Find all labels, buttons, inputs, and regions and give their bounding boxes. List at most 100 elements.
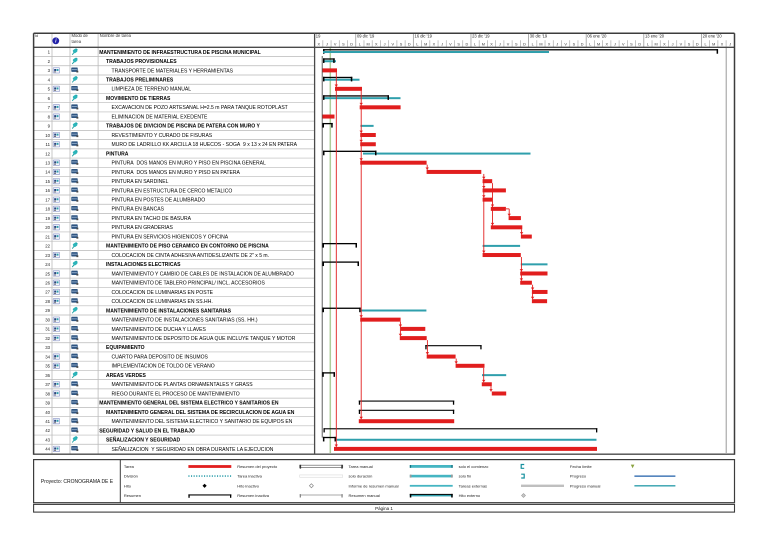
svg-text:7: 7	[48, 105, 51, 110]
svg-text:COLOCACION DE LUMINARIAS EN SS: COLOCACION DE LUMINARIAS EN SS.HH.	[112, 299, 213, 305]
svg-text:9: 9	[48, 124, 51, 129]
svg-text:PINTURA DOS MANOS EN MURO Y P: PINTURA DOS MANOS EN MURO Y PISO EN PATE…	[112, 170, 241, 176]
svg-text:14: 14	[45, 170, 50, 175]
svg-text:PINTURA EN TACHO DE BASURA: PINTURA EN TACHO DE BASURA	[112, 216, 192, 222]
svg-text:44: 44	[45, 447, 50, 452]
svg-text:COLOCACION DE CINTA ADHESIVA A: COLOCACION DE CINTA ADHESIVA ANTIDESLIZA…	[112, 253, 270, 259]
svg-text:INSTALACIONES ELECTRICAS: INSTALACIONES ELECTRICAS	[106, 262, 181, 268]
svg-text:Progreso: Progreso	[570, 474, 587, 479]
svg-text:J: J	[326, 43, 328, 47]
svg-text:Hito externo: Hito externo	[459, 493, 481, 498]
svg-text:X: X	[605, 43, 608, 47]
svg-text:MANTENIMIENTO Y CAMBIO DE CABL: MANTENIMIENTO Y CAMBIO DE CABLES DE INST…	[112, 271, 295, 277]
svg-text:MANTENIMIENTO DEL SISTEMA ELEC: MANTENIMIENTO DEL SISTEMA ELECTRICO Y SA…	[112, 419, 293, 425]
svg-text:24: 24	[45, 262, 50, 267]
svg-text:L: L	[647, 43, 649, 47]
svg-text:EXCAVACION DE POZO ARTESANAL H: EXCAVACION DE POZO ARTESANAL H=2.5 m PAR…	[112, 105, 288, 111]
svg-text:D: D	[465, 43, 468, 47]
svg-text:17: 17	[45, 197, 50, 202]
svg-text:solo fin: solo fin	[459, 474, 472, 479]
svg-text:23: 23	[45, 253, 50, 258]
svg-text:L: L	[532, 43, 534, 47]
svg-text:PINTURA EN BANCAS: PINTURA EN BANCAS	[112, 207, 165, 213]
svg-text:MANTENIMIENTO DE TABLERO PRINC: MANTENIMIENTO DE TABLERO PRINCIPAL/ INCL…	[112, 281, 266, 287]
svg-text:PINTURA: PINTURA	[106, 151, 129, 157]
svg-text:V: V	[392, 43, 395, 47]
svg-text:X: X	[721, 43, 724, 47]
svg-text:19: 19	[45, 216, 50, 221]
svg-text:S: S	[573, 43, 576, 47]
svg-text:PINTURA EN SARDINEL: PINTURA EN SARDINEL	[112, 179, 169, 185]
svg-text:31: 31	[45, 327, 50, 332]
svg-text:32: 32	[45, 336, 50, 341]
svg-text:SEGURIDAD Y SALUD EN EL TRABAJ: SEGURIDAD Y SALUD EN EL TRABAJO	[99, 428, 195, 434]
svg-text:V: V	[507, 43, 510, 47]
svg-text:Hito: Hito	[124, 483, 132, 488]
svg-text:MURO DE LADRILLO KK ARCILLA 18: MURO DE LADRILLO KK ARCILLA 18 HUECOS - …	[112, 142, 298, 148]
svg-text:5: 5	[48, 87, 51, 92]
svg-text:IMPLEMENTACION DE TOLDO DE VER: IMPLEMENTACION DE TOLDO DE VERANO	[112, 364, 215, 370]
svg-text:X: X	[548, 43, 551, 47]
svg-text:RIEGO DURANTE EL PROCESO DE MA: RIEGO DURANTE EL PROCESO DE MANTENIMIENT…	[112, 391, 240, 397]
svg-text:38: 38	[45, 391, 50, 396]
svg-text:MANTENIMIENTO DE INFRAESTRUCTU: MANTENIMIENTO DE INFRAESTRUCTURA DE PISC…	[99, 50, 261, 56]
svg-text:S: S	[400, 43, 403, 47]
svg-text:J: J	[556, 43, 558, 47]
svg-text:X: X	[375, 43, 378, 47]
svg-text:X: X	[490, 43, 493, 47]
svg-text:PINTURA EN ESTRUCTURA DE CERCO: PINTURA EN ESTRUCTURA DE CERCO METALICO	[112, 188, 233, 194]
svg-text:09 dic '19: 09 dic '19	[357, 34, 375, 39]
svg-text:División: División	[124, 474, 138, 479]
svg-text:41: 41	[45, 419, 50, 424]
svg-text:39: 39	[45, 401, 50, 406]
svg-text:3: 3	[48, 68, 51, 73]
svg-text:L: L	[589, 43, 591, 47]
svg-text:Progreso manual: Progreso manual	[570, 483, 601, 488]
svg-text:43: 43	[45, 437, 50, 442]
svg-text:S: S	[457, 43, 460, 47]
svg-text:11: 11	[46, 142, 51, 147]
svg-text:35: 35	[45, 364, 50, 369]
svg-text:M: M	[597, 43, 600, 47]
svg-text:LIMPIEZA DE TERRENO MANUAL: LIMPIEZA DE TERRENO MANUAL	[112, 87, 192, 93]
svg-text:19: 19	[316, 34, 321, 39]
svg-text:J: J	[441, 43, 443, 47]
svg-text:MANTENIMIENTO DE PLANTAS ORNAM: MANTENIMIENTO DE PLANTAS ORNAMENTALES Y …	[112, 382, 254, 388]
svg-text:2: 2	[48, 59, 51, 64]
svg-text:X: X	[433, 43, 436, 47]
svg-text:10: 10	[45, 133, 50, 138]
svg-text:SEÑALIZACION Y SEGURIDAD: SEÑALIZACION Y SEGURIDAD	[106, 437, 180, 444]
svg-text:V: V	[449, 43, 452, 47]
svg-text:MANTENIMIENTO GENERAL DEL SIST: MANTENIMIENTO GENERAL DEL SISTEMA ELECTR…	[99, 401, 279, 407]
svg-text:18: 18	[45, 207, 50, 212]
svg-text:28: 28	[45, 299, 50, 304]
svg-text:29: 29	[45, 308, 50, 313]
svg-text:M: M	[655, 43, 658, 47]
svg-text:S: S	[515, 43, 518, 47]
svg-text:J: J	[672, 43, 674, 47]
svg-text:Tarea: Tarea	[124, 464, 135, 469]
svg-text:TRABAJOS DE DIVICION DE PISCIN: TRABAJOS DE DIVICION DE PISCINA DE PATER…	[106, 124, 260, 130]
svg-text:M: M	[424, 43, 427, 47]
svg-text:MANTENIMIENTO DE PISO CERAMICO: MANTENIMIENTO DE PISO CERAMICO EN CONTOR…	[106, 244, 269, 250]
svg-text:X: X	[317, 43, 320, 47]
svg-text:MANTENIMIENTO DE INSTALACIONES: MANTENIMIENTO DE INSTALACIONES SANITARIA…	[106, 308, 232, 314]
svg-text:D: D	[350, 43, 353, 47]
svg-text:8: 8	[48, 114, 51, 119]
svg-text:J: J	[729, 43, 731, 47]
svg-text:26: 26	[45, 281, 50, 286]
svg-text:PINTURA EN SERVICIOS HIGIENICO: PINTURA EN SERVICIOS HIGIENICOS Y OFICIN…	[112, 234, 229, 240]
svg-text:15: 15	[45, 179, 50, 184]
svg-text:solo duración: solo duración	[349, 474, 373, 479]
svg-text:AREAS VERDES: AREAS VERDES	[106, 373, 146, 379]
svg-text:D: D	[696, 43, 699, 47]
svg-text:Resumen inactiva: Resumen inactiva	[237, 493, 270, 498]
svg-text:M: M	[482, 43, 485, 47]
svg-text:42: 42	[45, 428, 50, 433]
svg-text:TRABAJOS PRELIMINARES: TRABAJOS PRELIMINARES	[106, 78, 174, 84]
svg-text:23 dic '19: 23 dic '19	[472, 34, 490, 39]
svg-text:TRANSPORTE DE MATERIALES Y HER: TRANSPORTE DE MATERIALES Y HERRAMIENTAS	[112, 68, 234, 74]
svg-text:X: X	[663, 43, 666, 47]
svg-text:MANTENIMIENTO GENERAL DEL SIST: MANTENIMIENTO GENERAL DEL SISTEMA DE REC…	[106, 410, 295, 416]
svg-text:S: S	[630, 43, 633, 47]
